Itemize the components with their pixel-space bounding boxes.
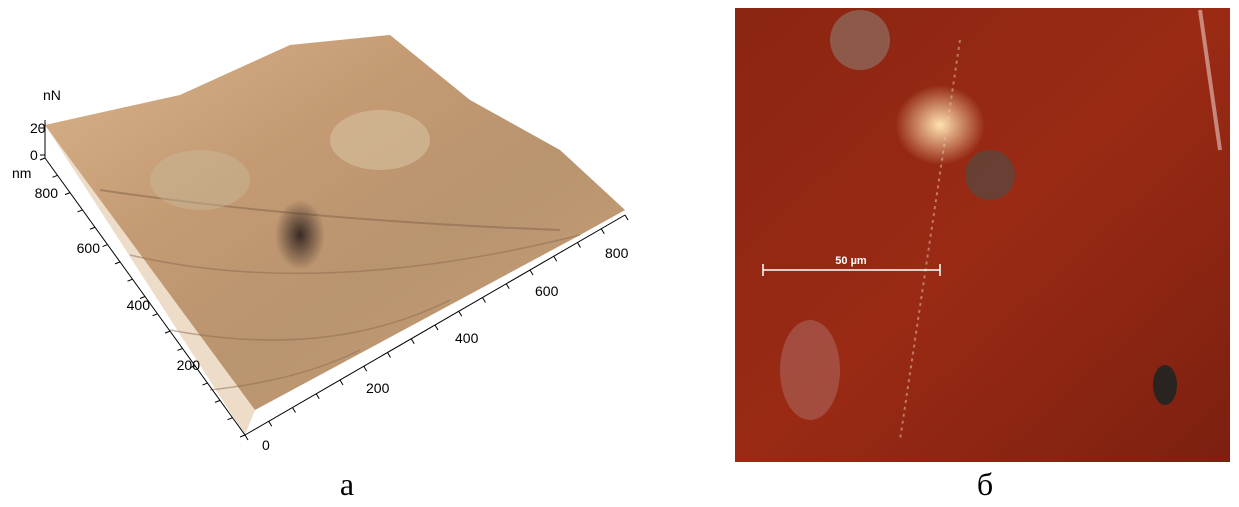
x-tick-label: 200 xyxy=(366,380,390,396)
tick xyxy=(203,383,208,385)
tick xyxy=(293,408,296,413)
afm-surface xyxy=(45,35,625,435)
panel-label: б xyxy=(977,466,993,502)
tick xyxy=(65,193,70,195)
y-tick-label: 400 xyxy=(127,297,151,313)
panel-label: а xyxy=(340,466,354,502)
micrograph: 50 µm xyxy=(735,8,1230,462)
x-tick-label: 800 xyxy=(605,245,629,261)
y-tick-label: 200 xyxy=(177,357,201,373)
tick xyxy=(40,158,45,160)
tick xyxy=(228,418,233,420)
tick xyxy=(601,229,604,234)
tick xyxy=(411,339,414,344)
tick xyxy=(178,348,183,350)
tick xyxy=(435,325,438,330)
tick xyxy=(115,262,120,264)
tick xyxy=(78,210,83,212)
tick xyxy=(625,215,628,220)
tick xyxy=(578,243,581,248)
tick xyxy=(554,256,557,261)
tick xyxy=(240,435,245,437)
scale-bar-label: 50 µm xyxy=(835,255,867,267)
tick xyxy=(90,227,95,229)
tick xyxy=(165,331,170,333)
tick xyxy=(459,311,462,316)
tick xyxy=(530,270,533,275)
tick xyxy=(103,245,108,247)
tick xyxy=(364,366,367,371)
y-tick-label: 600 xyxy=(77,240,101,256)
y-tick-label: 800 xyxy=(35,185,59,201)
z-axis-unit: nN xyxy=(43,87,61,103)
tick xyxy=(340,380,343,385)
tick xyxy=(316,394,319,399)
tick xyxy=(245,435,248,440)
y-axis-unit: nm xyxy=(12,165,31,181)
tick xyxy=(215,400,220,402)
tick xyxy=(269,421,272,426)
x-tick-label: 600 xyxy=(535,283,559,299)
tick xyxy=(388,353,391,358)
tick xyxy=(153,314,158,316)
tick xyxy=(128,279,133,281)
figure: nN200nm8006004002000200400600800 50 µm а… xyxy=(0,0,1239,507)
x-tick-label: 0 xyxy=(262,437,270,453)
x-tick-label: 400 xyxy=(455,330,479,346)
z-tick-label: 0 xyxy=(30,147,38,163)
tick xyxy=(506,284,509,289)
tick xyxy=(483,298,486,303)
tick xyxy=(53,175,58,177)
